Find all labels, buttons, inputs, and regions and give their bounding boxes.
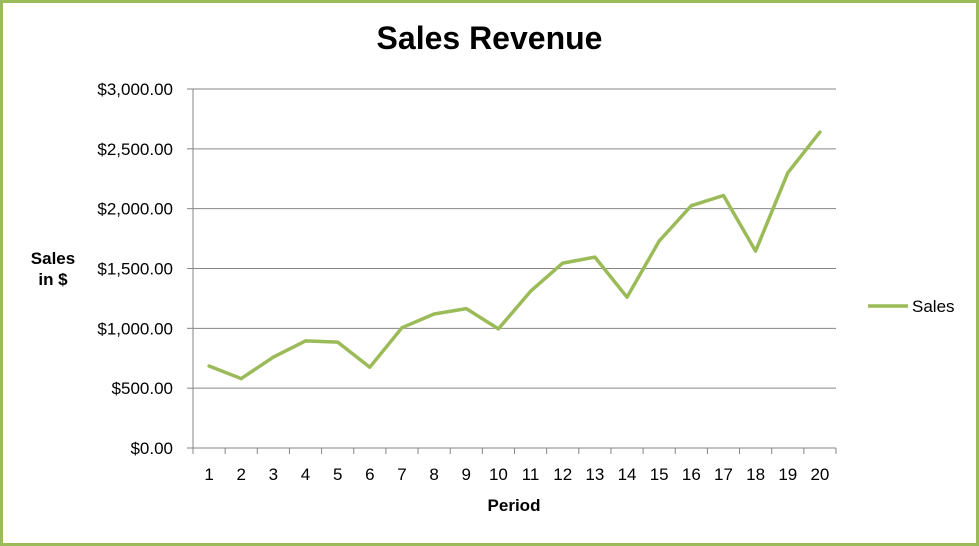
x-tick-label: 15 <box>650 465 669 484</box>
y-tick-label: $500.00 <box>112 379 173 398</box>
x-tick-label: 18 <box>746 465 765 484</box>
legend-label: Sales <box>912 297 955 316</box>
axes <box>187 88 837 454</box>
x-tick-label: 6 <box>365 465 374 484</box>
y-tick-label: $3,000.00 <box>97 80 173 99</box>
x-tick-label: 3 <box>269 465 278 484</box>
gridlines <box>193 88 836 389</box>
y-tick-label: $2,500.00 <box>97 140 173 159</box>
x-tick-label: 16 <box>682 465 701 484</box>
x-tick-labels: 1 2 3 4 5 6 7 8 9 10 11 12 13 14 15 16 17 18 19 20 <box>204 465 829 484</box>
x-axis-label: Period <box>487 496 541 515</box>
x-tick-label: 2 <box>236 465 245 484</box>
x-tick-label: 14 <box>618 465 637 484</box>
x-tick-label: 5 <box>333 465 342 484</box>
x-tick-label: 10 <box>489 465 508 484</box>
chart-title: Sales Revenue <box>376 20 603 56</box>
x-tick-label: 8 <box>429 465 438 484</box>
x-tick-label: 13 <box>585 465 604 484</box>
x-tick-label: 12 <box>553 465 572 484</box>
x-tick-label: 17 <box>714 465 733 484</box>
x-tick-label: 11 <box>522 465 540 484</box>
x-tick-label: 7 <box>397 465 406 484</box>
x-tick-label: 4 <box>301 465 310 484</box>
y-tick-label: $1,000.00 <box>97 319 173 338</box>
x-tick-label: 9 <box>462 465 471 484</box>
y-axis-label-line1: Sales <box>30 249 76 268</box>
y-tick-label: $2,000.00 <box>97 200 173 219</box>
x-tick-label: 1 <box>204 465 213 484</box>
x-tick-label: 20 <box>810 465 829 484</box>
x-tick-label: 19 <box>778 465 797 484</box>
y-tick-labels: $0.00 $500.00 $1,000.00 $1,500.00 $2,000.00 $… <box>97 80 173 458</box>
series-line-sales <box>207 130 822 381</box>
series-lines <box>207 130 822 381</box>
y-axis-label: Sales in $ <box>20 248 86 290</box>
y-axis-label-line2: in $ <box>38 270 68 289</box>
y-tick-label: $0.00 <box>130 439 173 458</box>
legend: Sales <box>868 297 955 316</box>
y-tick-label: $1,500.00 <box>97 260 173 279</box>
